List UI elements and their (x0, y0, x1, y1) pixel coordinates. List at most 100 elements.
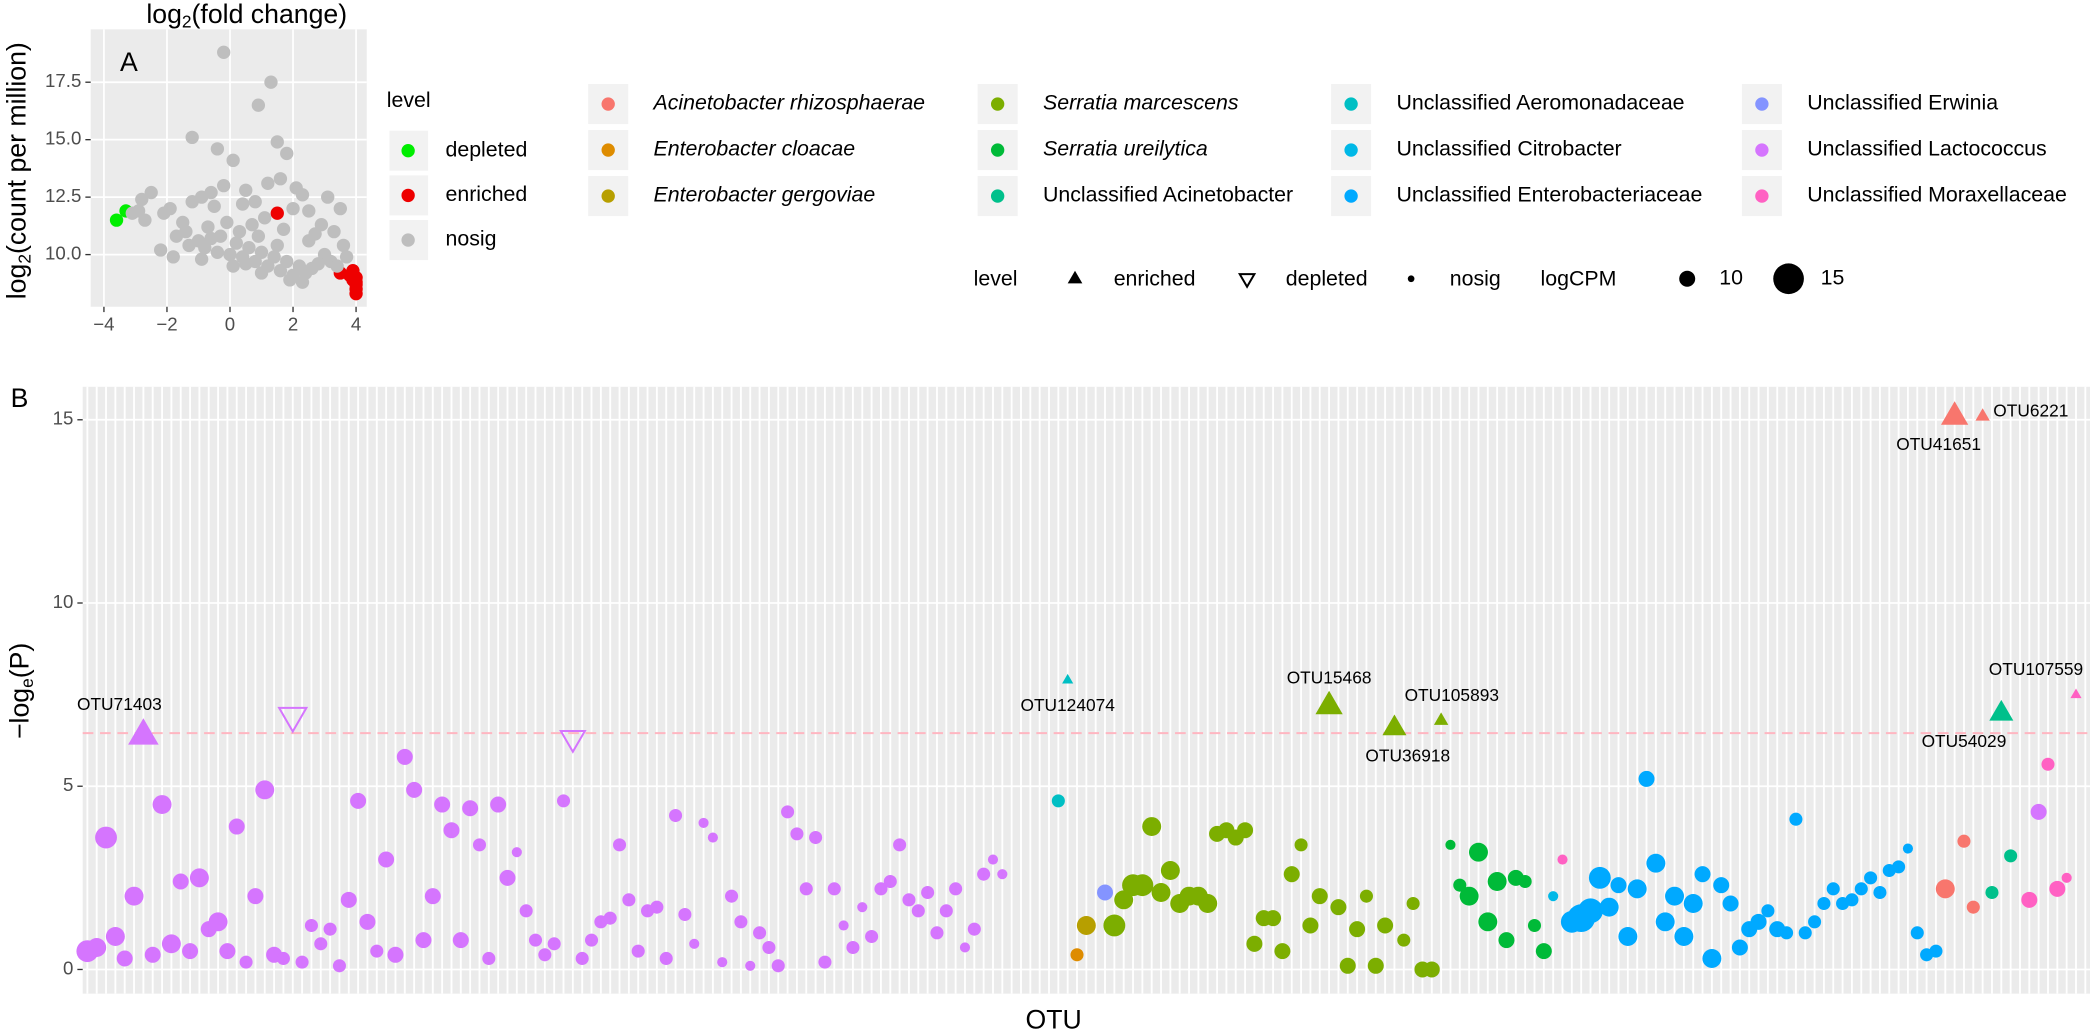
point (251, 98, 266, 112)
point (239, 955, 253, 969)
point (229, 236, 243, 250)
point (217, 45, 231, 59)
point (245, 218, 259, 232)
point (213, 229, 228, 243)
point (1103, 914, 1126, 937)
legend-swatch (1755, 143, 1769, 157)
point (838, 920, 849, 931)
point (2061, 872, 2072, 883)
legend-swatch (1755, 97, 1769, 111)
point (967, 922, 981, 936)
legend-label: Unclassified Citrobacter (1396, 137, 1621, 161)
point (603, 911, 617, 925)
point (1160, 861, 1180, 880)
points (76, 401, 2082, 978)
point (1845, 893, 1859, 907)
point (304, 918, 318, 933)
point (519, 904, 533, 918)
point (1694, 866, 1711, 883)
point (340, 891, 357, 908)
label-part: −log (4, 688, 34, 739)
point (612, 838, 627, 852)
point (161, 934, 181, 954)
point (1780, 926, 1794, 940)
title-sub: 2 (182, 11, 192, 31)
point (1750, 913, 1767, 930)
point (977, 867, 991, 881)
point (153, 243, 168, 257)
legend-label: Enterobacter cloacae (654, 137, 856, 161)
panel-letter: B (11, 383, 29, 413)
point (443, 822, 460, 839)
point (261, 176, 275, 191)
point (239, 183, 253, 197)
point (528, 933, 543, 947)
y-tick-label: 10 (53, 591, 74, 612)
point (1873, 885, 1887, 900)
point-enriched (1062, 673, 1074, 684)
point (109, 213, 124, 227)
point (204, 185, 218, 200)
point (1445, 839, 1456, 850)
legend-swatch (401, 144, 415, 158)
legend-swatch (990, 189, 1005, 203)
legend-swatch (990, 97, 1005, 111)
point (396, 748, 413, 765)
point (1406, 896, 1420, 911)
point (1731, 939, 1748, 956)
legend-swatch (1755, 189, 1769, 203)
point (1722, 895, 1739, 912)
point (1367, 957, 1384, 974)
point (302, 204, 316, 218)
point (339, 250, 354, 264)
point (1535, 943, 1552, 960)
point (239, 257, 253, 271)
point (1646, 853, 1666, 873)
point (228, 818, 245, 835)
point (1599, 897, 1619, 917)
point (1302, 917, 1319, 934)
x-tick-label: −4 (93, 313, 114, 334)
point-depleted (559, 729, 587, 754)
legend-label: depleted (1286, 267, 1368, 291)
point (472, 838, 487, 852)
point (370, 944, 384, 958)
point (1588, 866, 1611, 889)
legend-label: Serratia marcescens (1043, 91, 1239, 115)
point-label: OTU124074 (1020, 695, 1115, 715)
point (1097, 884, 1114, 901)
point (1070, 948, 1084, 962)
point (166, 250, 180, 264)
point (323, 922, 337, 936)
point (1397, 933, 1411, 947)
point (247, 888, 264, 905)
point-label: OTU71403 (77, 694, 162, 714)
point (631, 944, 645, 958)
point (1548, 891, 1559, 902)
point (1076, 916, 1096, 935)
point (1789, 812, 1803, 826)
legend-label: Serratia ureilytica (1043, 137, 1208, 161)
x-tick-label: 4 (351, 313, 361, 334)
point (911, 904, 925, 918)
point (575, 951, 589, 966)
x-tick-label: 2 (288, 313, 298, 334)
point (865, 929, 879, 944)
size-legend-swatch (1773, 263, 1804, 295)
label-part: log (2, 264, 32, 300)
point-enriched (1067, 270, 1083, 284)
point (678, 907, 692, 922)
point (584, 933, 599, 947)
point-label: OTU15468 (1287, 668, 1372, 688)
point (185, 130, 199, 145)
point (1527, 918, 1542, 933)
legend-label: Unclassified Lactococcus (1807, 137, 2046, 161)
point (248, 195, 262, 209)
point (232, 224, 247, 239)
legend-label: depleted (445, 137, 527, 161)
point-enriched (2070, 688, 2082, 699)
panel-b-x-label: OTU (1026, 1005, 1082, 1035)
point (336, 238, 351, 253)
